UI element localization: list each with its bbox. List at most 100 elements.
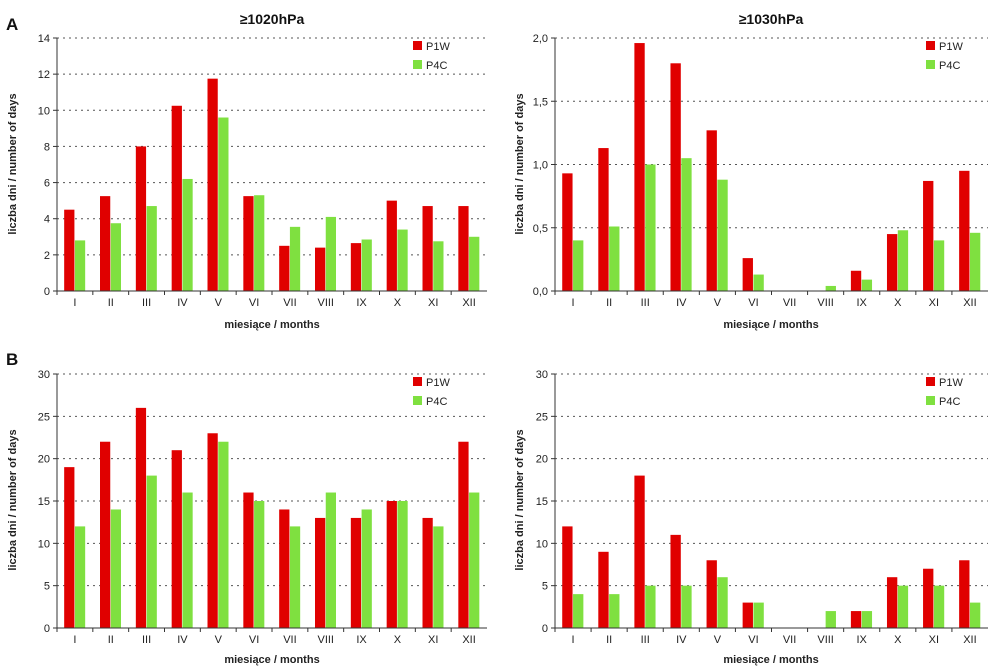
x-tick-label: XII (462, 297, 475, 309)
bar-p4c-iv (681, 585, 692, 628)
chart-a-right: ≥1030hPa 0,00,51,01,52,0I II III IV V VI VII VI… (514, 11, 988, 331)
bar-p1w-ix (850, 270, 862, 291)
legend: P1W P4C (413, 377, 450, 408)
bar-p1w-vi (742, 258, 753, 291)
bar-p4c-v (717, 577, 728, 628)
x-tick-label: II (108, 297, 114, 309)
x-tick-label: XII (963, 297, 976, 309)
legend-swatch-p1w (413, 377, 422, 386)
bar-p4c-xii (469, 492, 480, 628)
bar-p4c-vi (753, 274, 764, 291)
bar-p1w-i (562, 526, 573, 628)
x-tick-label: VII (783, 634, 796, 646)
bar-p1w-i (562, 173, 573, 291)
y-tick-label: 0,0 (533, 286, 548, 298)
legend-swatch-p4c (413, 396, 422, 405)
x-tick-label: V (714, 297, 722, 309)
bar-p4c-iii (645, 585, 656, 628)
x-tick-label: X (394, 297, 402, 309)
bar-p4c-viii (325, 492, 336, 628)
y-tick-label: 20 (38, 454, 50, 466)
x-tick-label: II (606, 634, 612, 646)
bar-p4c-ii (110, 509, 121, 628)
legend-swatch-p1w (926, 377, 935, 386)
x-tick-label: III (142, 634, 151, 646)
bar-p1w-v (207, 433, 218, 628)
x-tick-label: XI (428, 297, 438, 309)
x-tick-label: VIII (317, 297, 334, 309)
bar-p4c-xii (969, 602, 981, 628)
legend: P1W P4C (926, 41, 963, 72)
x-tick-label: IV (676, 297, 687, 309)
bar-p4c-i (573, 594, 584, 628)
legend-label-p1w: P1W (426, 377, 450, 389)
bar-p1w-iii (135, 407, 147, 628)
x-axis-label: miesiące / months (723, 654, 818, 666)
bar-p1w-x (886, 234, 898, 291)
y-tick-label: 30 (536, 369, 548, 381)
y-tick-label: 10 (38, 105, 50, 117)
x-tick-label: XI (428, 634, 438, 646)
y-tick-label: 1,5 (533, 96, 548, 108)
bar-p1w-x (386, 501, 397, 628)
y-tick-label: 15 (536, 496, 548, 508)
bar-p4c-ix (861, 279, 873, 291)
x-tick-label: III (641, 634, 650, 646)
bar-p4c-iv (681, 158, 692, 291)
x-tick-label: II (606, 297, 612, 309)
x-axis-label: miesiące / months (224, 654, 319, 666)
y-tick-label: 0 (44, 286, 50, 298)
legend-label-p4c: P4C (426, 396, 447, 408)
bar-p4c-iv (182, 178, 193, 291)
y-axis-label: liczba dni / number of days (514, 429, 526, 570)
x-tick-label: VI (748, 634, 758, 646)
bar-p4c-x (397, 229, 408, 291)
bar-p1w-xi (923, 568, 934, 628)
bar-p4c-iii (645, 164, 656, 291)
legend-swatch-p1w (413, 41, 422, 50)
bar-p4c-vii (289, 226, 301, 291)
x-tick-label: V (215, 634, 223, 646)
y-tick-label: 8 (44, 141, 50, 153)
legend-swatch-p4c (413, 60, 422, 69)
bar-p4c-xi (933, 240, 945, 291)
bar-p1w-ii (598, 148, 609, 291)
bar-p1w-x (886, 577, 898, 628)
bar-p4c-v (218, 441, 229, 628)
bar-p1w-vii (279, 509, 290, 628)
x-tick-label: X (894, 634, 902, 646)
bar-p1w-ii (598, 551, 609, 628)
bar-p4c-iii (146, 475, 157, 628)
bar-p4c-ii (609, 594, 620, 628)
bar-p4c-viii (825, 611, 836, 628)
bar-p1w-xi (422, 206, 433, 291)
x-tick-label: VII (283, 297, 296, 309)
y-tick-label: 15 (38, 496, 50, 508)
bar-p4c-iii (146, 206, 157, 291)
bar-p1w-ix (850, 611, 862, 628)
bar-p4c-ix (361, 239, 372, 291)
x-tick-label: XI (929, 634, 939, 646)
bar-p4c-i (74, 240, 86, 291)
y-tick-label: 0 (542, 623, 548, 635)
panel-label-a: A (6, 15, 18, 34)
bar-p4c-xi (433, 241, 444, 291)
x-tick-label: VIII (817, 297, 834, 309)
x-tick-label: VII (283, 634, 296, 646)
x-tick-label: III (641, 297, 650, 309)
x-tick-label: I (73, 297, 76, 309)
bar-p4c-vi (254, 501, 265, 628)
bar-p1w-v (207, 78, 218, 291)
bar-p1w-vii (279, 245, 290, 291)
bar-p1w-vi (243, 492, 254, 628)
y-tick-label: 10 (536, 538, 548, 550)
bar-p4c-vi (753, 602, 764, 628)
x-tick-label: VIII (817, 634, 834, 646)
bar-p1w-vi (243, 196, 254, 292)
x-tick-label: V (714, 634, 722, 646)
x-axis-label: miesiące / months (723, 319, 818, 331)
x-tick-label: VI (748, 297, 758, 309)
bar-p1w-iv (670, 63, 681, 291)
